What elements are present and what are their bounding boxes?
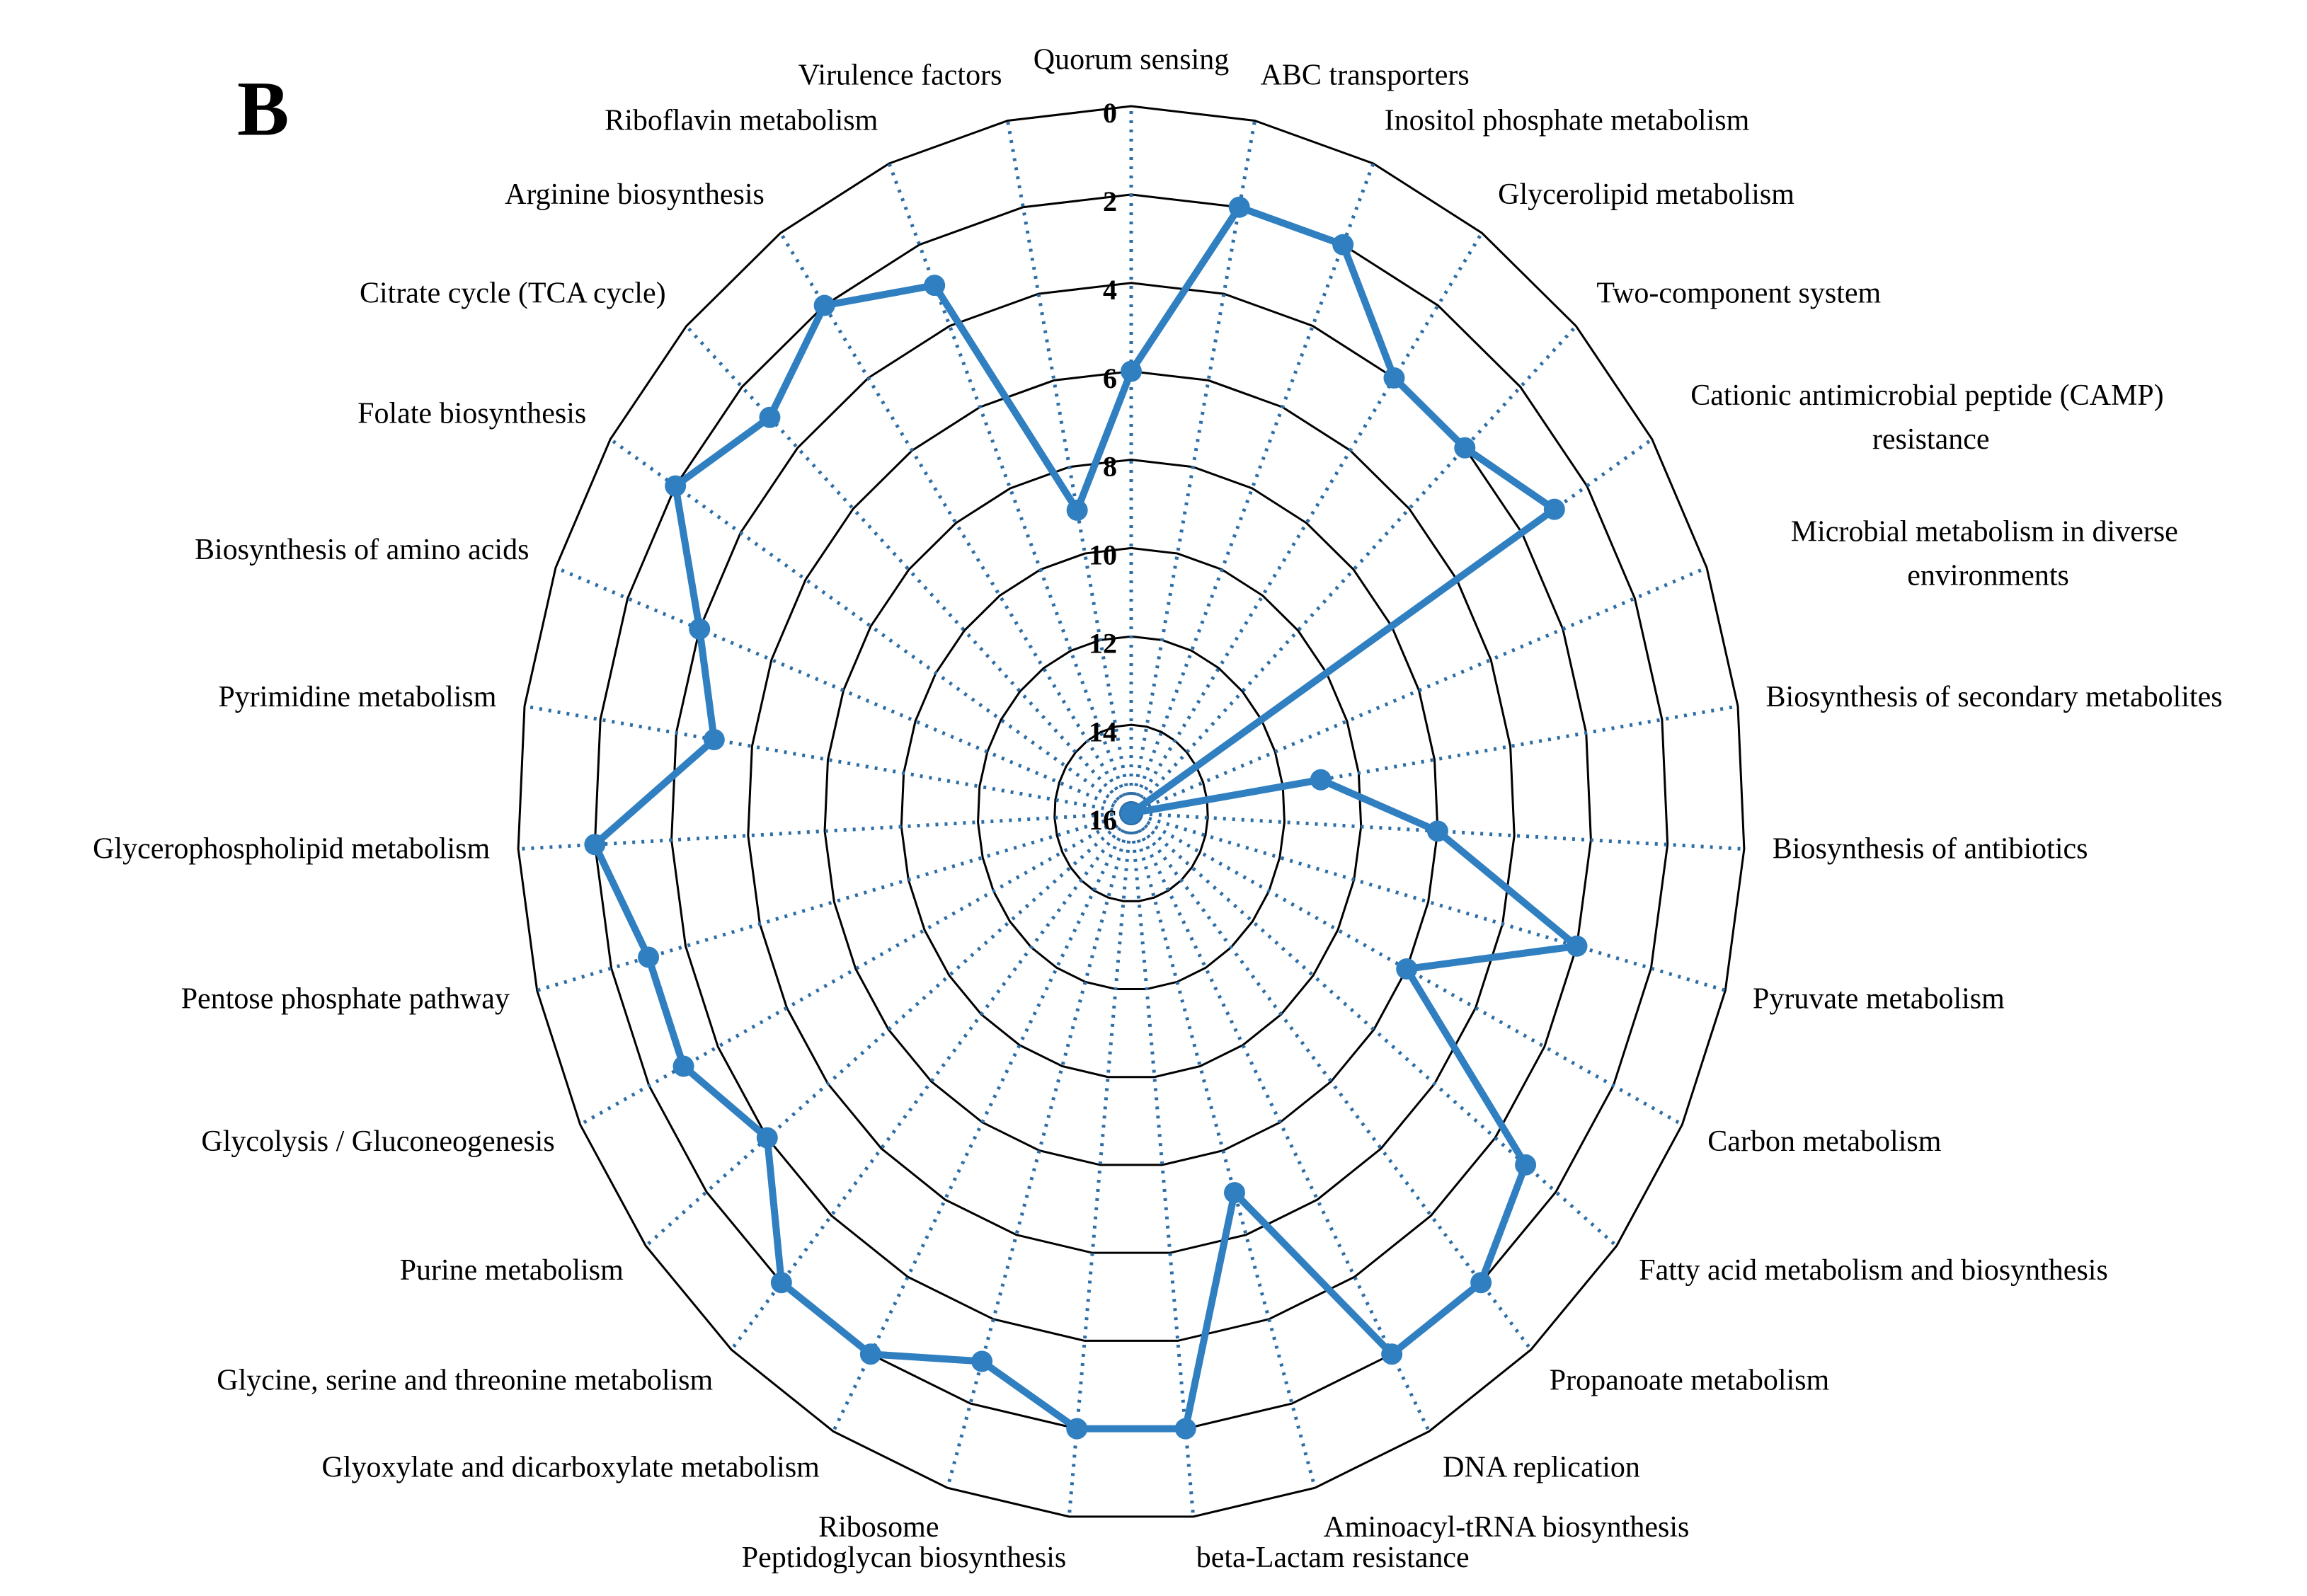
category-label: Fatty acid metabolism and biosynthesis xyxy=(1639,1254,2108,1287)
data-point xyxy=(770,1272,792,1294)
category-label: Pentose phosphate pathway xyxy=(181,983,510,1016)
y-tick-label: 6 xyxy=(1103,362,1117,394)
y-tick-label: 4 xyxy=(1103,274,1117,306)
y-tick-label: 0 xyxy=(1103,97,1117,129)
category-label: Pyruvate metabolism xyxy=(1753,983,2005,1016)
data-point xyxy=(665,475,687,497)
grid-ring xyxy=(747,370,1516,1254)
category-label: Biosynthesis of antibiotics xyxy=(1773,832,2088,865)
spoke xyxy=(1129,812,1533,1351)
series-line xyxy=(591,203,1581,1433)
panel-label: B xyxy=(237,65,289,151)
spoke xyxy=(1130,811,1727,992)
data-point xyxy=(1566,935,1588,957)
category-label: Two-component system xyxy=(1596,277,1881,310)
grid-ring xyxy=(517,105,1746,1518)
category-label: Biosynthesis of secondary metabolites xyxy=(1766,681,2223,713)
category-label: Folate biosynthesis xyxy=(357,397,586,430)
category-label: Cationic antimicrobial peptide (CAMP) re… xyxy=(1690,379,2171,455)
grid-ring xyxy=(670,282,1592,1342)
data-point xyxy=(1310,769,1332,791)
spoke xyxy=(831,812,1133,1433)
category-label: Carbon metabolism xyxy=(1707,1125,1941,1158)
category-label: Glycerophospholipid metabolism xyxy=(93,832,490,865)
category-label: Glyoxylate and dicarboxylate metabolism xyxy=(322,1451,820,1483)
data-point xyxy=(1515,1154,1537,1176)
data-point xyxy=(859,1343,881,1365)
data-point xyxy=(759,406,781,428)
data-point xyxy=(1543,498,1565,520)
spoke xyxy=(536,811,1132,992)
data-point xyxy=(1066,499,1088,521)
spoke xyxy=(1129,163,1375,814)
y-tick-label: 14 xyxy=(1089,716,1117,747)
data-point xyxy=(813,294,835,316)
data-point xyxy=(703,728,725,750)
category-label: Arginine biosynthesis xyxy=(505,178,765,211)
y-tick-label: 16 xyxy=(1089,804,1117,836)
data-point xyxy=(638,946,660,968)
data-point xyxy=(584,834,606,856)
spoke xyxy=(730,812,1133,1351)
y-tick-label: 12 xyxy=(1089,627,1117,659)
data-point xyxy=(672,1055,694,1077)
category-label: Virulence factors xyxy=(798,59,1002,91)
spoke xyxy=(1129,812,1431,1433)
data-point xyxy=(689,618,711,640)
category-label: Purine metabolism xyxy=(400,1254,624,1287)
data-point xyxy=(1426,820,1448,842)
category-label: DNA replication xyxy=(1443,1451,1640,1483)
spoke xyxy=(779,231,1133,815)
y-tick-label: 10 xyxy=(1089,539,1117,571)
category-label: Aminoacyl-tRNA biosynthesis xyxy=(1324,1511,1690,1544)
category-label: Riboflavin metabolism xyxy=(605,105,878,137)
category-label: Propanoate metabolism xyxy=(1550,1365,1830,1397)
spoke xyxy=(524,704,1132,815)
data-point xyxy=(971,1350,993,1372)
data-point xyxy=(1174,1418,1196,1440)
spoke xyxy=(1006,120,1133,814)
data-point xyxy=(1470,1272,1492,1294)
y-tick-label: 8 xyxy=(1103,451,1117,483)
data-point xyxy=(756,1127,778,1149)
data-point xyxy=(1396,958,1418,980)
category-label: Inositol phosphate metabolism xyxy=(1385,105,1750,137)
spoke xyxy=(1130,811,1745,851)
category-label: beta-Lactam resistance xyxy=(1196,1542,1470,1574)
data-point xyxy=(1121,803,1142,824)
category-label: Biosynthesis of amino acids xyxy=(195,534,529,566)
data-point xyxy=(1381,1343,1403,1365)
data-point xyxy=(1228,196,1250,218)
category-label: Glycine, serine and threonine metabolism xyxy=(217,1365,713,1397)
data-point xyxy=(1383,367,1405,389)
spoke xyxy=(1130,437,1654,815)
spoke xyxy=(609,437,1133,815)
y-tick-label: 2 xyxy=(1103,185,1117,217)
grid-ring xyxy=(900,546,1363,1079)
spoke xyxy=(517,811,1132,851)
spoke xyxy=(1129,231,1484,815)
category-label: Microbial metabolism in diverse environm… xyxy=(1791,515,2186,592)
grid-ring xyxy=(823,458,1439,1166)
data-point xyxy=(1454,437,1476,459)
category-label: Glycolysis / Gluconeogenesis xyxy=(201,1125,554,1158)
category-label: Citrate cycle (TCA cycle) xyxy=(360,277,666,310)
data-point xyxy=(1332,234,1354,256)
category-label: Ribosome xyxy=(818,1511,939,1544)
data-point xyxy=(924,275,946,297)
category-label: Pyrimidine metabolism xyxy=(218,681,496,713)
category-label: Quorum sensing xyxy=(1034,44,1230,76)
category-label: ABC transporters xyxy=(1261,59,1470,91)
category-label: Peptidoglycan biosynthesis xyxy=(742,1542,1066,1574)
category-label: Glycerolipid metabolism xyxy=(1498,178,1794,211)
grid-ring xyxy=(977,635,1286,990)
data-point xyxy=(1223,1182,1245,1204)
spoke xyxy=(1129,120,1256,814)
data-point xyxy=(1066,1418,1088,1440)
data-point xyxy=(1121,360,1142,382)
